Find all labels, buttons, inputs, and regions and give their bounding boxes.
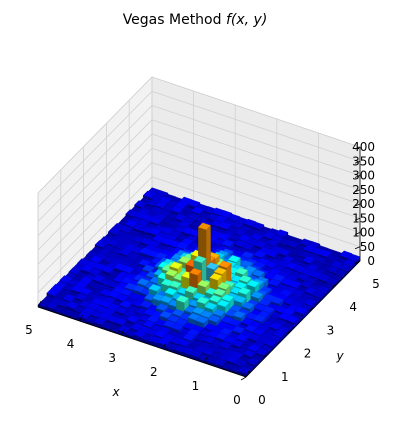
grid-z-left	[37, 105, 153, 222]
x-axis-line	[37, 306, 247, 378]
z-tick-mark	[354, 246, 361, 250]
z-tick-label: 50	[360, 240, 375, 254]
y-tick-label: 3	[327, 323, 335, 337]
z-tick-mark	[354, 189, 361, 193]
x-axis-label: x	[111, 385, 120, 399]
x-tick-mark	[245, 370, 250, 378]
x-tick-label: 2	[150, 365, 158, 379]
grid-z-right	[151, 147, 361, 219]
grid-z-right	[151, 162, 361, 233]
z-tick-label: 0	[367, 254, 375, 268]
grid-z-left	[37, 76, 153, 194]
z-tick-label: 300	[352, 169, 375, 183]
z-tick-mark	[354, 160, 361, 164]
x-tick-mark	[162, 342, 167, 350]
y-tick-mark	[263, 353, 270, 358]
grid-z-right	[151, 105, 361, 176]
z-tick-label: 250	[352, 183, 375, 197]
chart-title: Vegas Method f(x, y)	[123, 12, 268, 28]
grid-z-right	[151, 133, 361, 205]
y-tick-label: 1	[281, 370, 289, 384]
z-tick-mark	[354, 146, 361, 150]
bars-group	[37, 187, 361, 378]
grid-z-right	[151, 176, 361, 248]
grid-z-right	[151, 76, 361, 148]
grid-z-left	[37, 147, 153, 265]
z-tick-mark	[354, 203, 361, 207]
z-tick-mark	[354, 217, 361, 221]
y-tick-mark	[286, 330, 292, 334]
z-tick-mark	[354, 260, 361, 264]
z-tick-label: 200	[352, 197, 375, 211]
y-axis-line	[245, 260, 361, 378]
x-tick-label: 5	[25, 323, 33, 337]
z-tick-label: 400	[352, 140, 375, 154]
y-tick-label: 0	[258, 393, 266, 407]
x-tick-label: 3	[108, 351, 116, 365]
z-tick-label: 350	[352, 154, 375, 168]
x-tick-mark	[79, 314, 83, 322]
z-tick-mark	[354, 175, 361, 178]
x-tick-mark	[37, 300, 42, 308]
x-tick-label: 0	[233, 393, 241, 407]
grid-z-right	[151, 119, 361, 191]
grid-z-right	[151, 90, 361, 162]
grid-z-left	[37, 162, 153, 279]
y-tick-mark	[240, 376, 247, 381]
y-axis-label: y	[335, 349, 344, 363]
y-tick-label: 4	[349, 300, 357, 314]
x-tick-label: 1	[192, 379, 200, 393]
x-tick-mark	[204, 356, 208, 364]
y-tick-mark	[309, 307, 315, 311]
grid-z-left	[37, 176, 153, 294]
y-tick-mark	[331, 283, 338, 288]
z-tick-mark	[354, 232, 361, 235]
z-tick-label: 150	[352, 211, 375, 225]
y-tick-label: 2	[304, 347, 312, 361]
grid-z-left	[37, 133, 153, 251]
y-tick-label: 5	[372, 277, 380, 291]
z-tick-label: 100	[352, 226, 375, 240]
x-tick-mark	[120, 328, 125, 336]
x-tick-label: 4	[67, 337, 75, 351]
grid-z-left	[37, 90, 153, 208]
grid-z-left	[37, 119, 153, 237]
